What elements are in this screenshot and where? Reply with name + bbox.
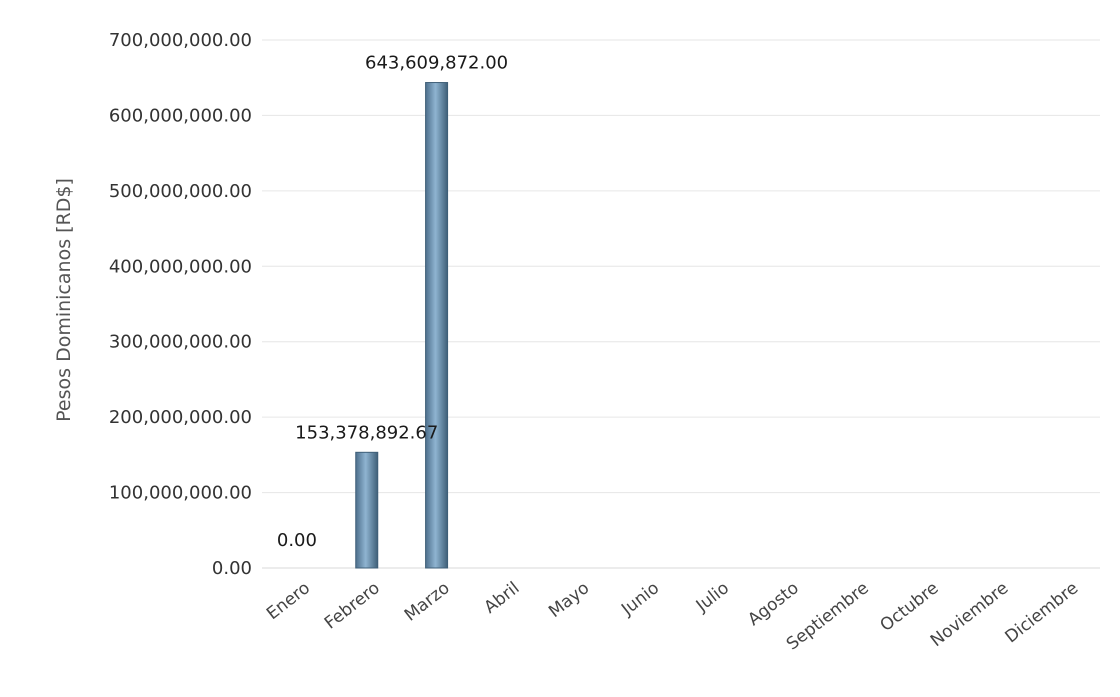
y-tick-label: 100,000,000.00 [109,483,252,504]
x-tick-label: Noviembre [927,578,1012,651]
data-label: 153,378,892.67 [295,422,438,443]
y-tick-label: 600,000,000.00 [109,105,252,126]
y-tick-label: 700,000,000.00 [109,30,252,51]
y-tick-label: 200,000,000.00 [109,407,252,428]
y-tick-label: 300,000,000.00 [109,332,252,353]
y-tick-label: 0.00 [212,558,252,579]
x-tick-label: Julio [692,578,733,616]
data-label: 0.00 [277,530,317,551]
bar [425,82,449,569]
y-axis-title: Pesos Dominicanos [RD$] [53,178,75,422]
y-tick-label: 400,000,000.00 [109,256,252,277]
x-tick-label: Junio [617,578,663,620]
x-tick-label: Abril [481,578,524,618]
x-tick-label: Agosto [744,578,803,630]
x-tick-label: Febrero [321,578,384,633]
x-tick-label: Enero [263,578,314,624]
data-label: 643,609,872.00 [365,53,508,74]
bar [355,451,379,569]
y-tick-label: 500,000,000.00 [109,181,252,202]
x-tick-label: Mayo [545,578,593,622]
x-tick-label: Marzo [401,578,454,625]
x-tick-label: Octubre [877,578,943,636]
x-tick-label: Diciembre [1001,578,1082,647]
